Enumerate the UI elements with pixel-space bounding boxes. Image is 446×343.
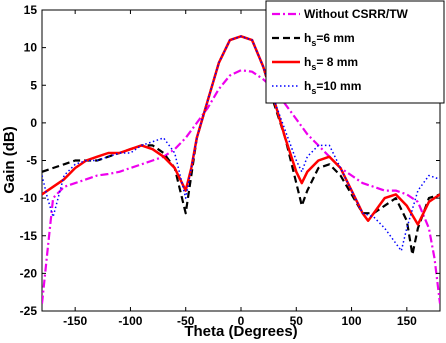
y-tick-label: -15 — [20, 229, 38, 243]
legend-label-0: Without CSRR/TW — [304, 7, 409, 21]
y-tick-label: -25 — [20, 304, 38, 318]
series-line-0 — [42, 69, 440, 304]
y-tick-label: 10 — [24, 41, 38, 55]
y-tick-label: -20 — [20, 266, 38, 280]
y-tick-label: -10 — [20, 191, 38, 205]
x-tick-label: -100 — [118, 314, 142, 328]
x-tick-label: 50 — [290, 314, 304, 328]
y-tick-label: -5 — [26, 154, 37, 168]
y-tick-label: 5 — [30, 78, 37, 92]
x-tick-label: 150 — [397, 314, 417, 328]
y-tick-label: 0 — [30, 116, 37, 130]
x-tick-label: 100 — [342, 314, 362, 328]
x-tick-label: -50 — [177, 314, 195, 328]
legend-box — [265, 0, 445, 104]
x-tick-label: 0 — [238, 314, 245, 328]
x-tick-label: -150 — [63, 314, 87, 328]
y-tick-label: 15 — [24, 3, 38, 17]
legend-label-2: hs= 8 mm — [304, 55, 358, 72]
y-axis-label: Gain (dB) — [1, 126, 18, 194]
legend: Without CSRR/TW hs=6 mm hs= 8 mm hs=10 mm — [265, 0, 445, 104]
legend-label-1: hs=6 mm — [304, 31, 355, 48]
x-axis-label: Theta (Degrees) — [184, 323, 297, 340]
legend-label-3: hs=10 mm — [304, 79, 361, 96]
series-line-1 — [42, 35, 440, 256]
